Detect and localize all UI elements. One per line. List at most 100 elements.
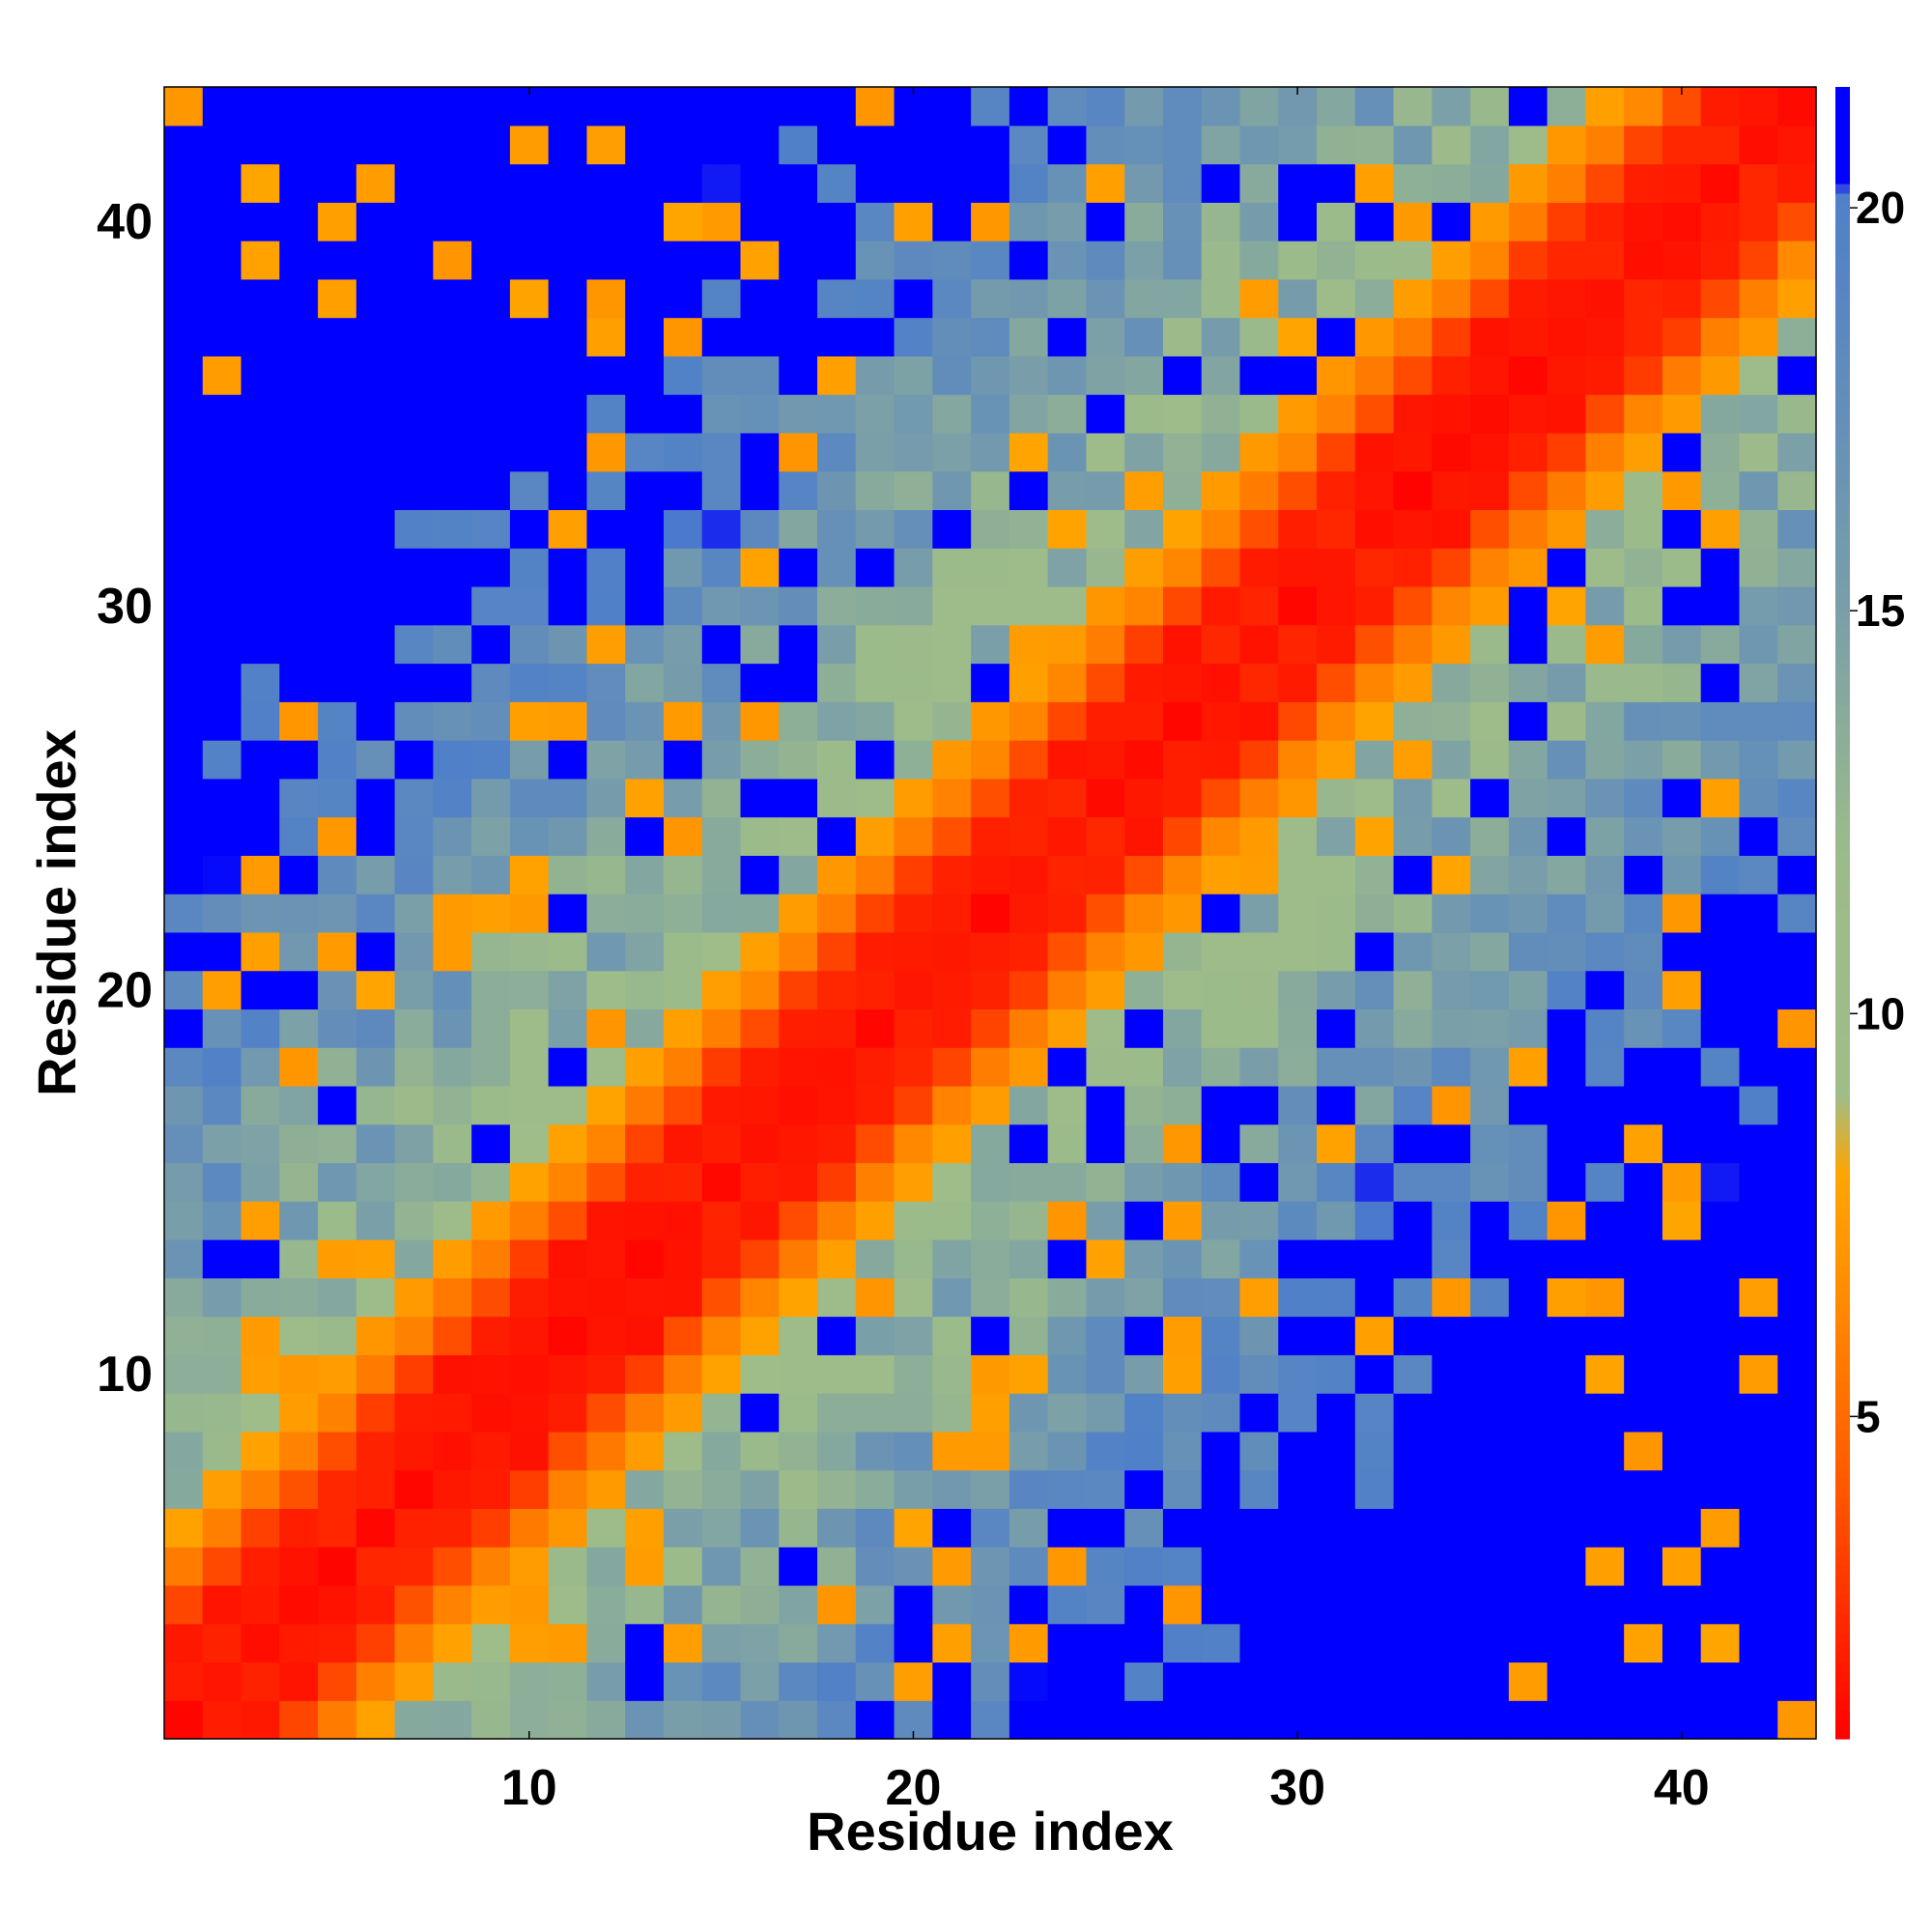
heatmap-cell [1739, 1162, 1778, 1202]
x-tick-label: 30 [1269, 1760, 1325, 1816]
heatmap-cell [586, 87, 626, 127]
heatmap-cell [701, 1354, 742, 1394]
heatmap-cell [548, 740, 588, 780]
heatmap-cell [1047, 317, 1088, 356]
heatmap-cell [1354, 278, 1395, 319]
heatmap-cell [779, 778, 818, 818]
heatmap-cell [894, 1123, 933, 1164]
colorbar-segment [1835, 956, 1850, 967]
heatmap-cell [932, 585, 972, 626]
heatmap-cell [471, 394, 511, 434]
heatmap-cell [1585, 278, 1625, 319]
heatmap-cell [1547, 1584, 1586, 1625]
heatmap-cell [1239, 394, 1279, 434]
colorbar-segment [1835, 135, 1850, 146]
heatmap-cell [932, 1085, 972, 1125]
heatmap-cell [817, 1047, 857, 1087]
colorbar-segment [1835, 1352, 1850, 1363]
heatmap-cell [1047, 816, 1088, 856]
heatmap-cell [1009, 1316, 1049, 1355]
heatmap-cell [1278, 855, 1318, 895]
heatmap-cell [932, 1662, 972, 1701]
heatmap-cell [817, 432, 857, 472]
heatmap-cell [779, 624, 818, 665]
heatmap-cell [1777, 432, 1817, 472]
heatmap-cell [1317, 1354, 1356, 1394]
heatmap-cell [586, 1508, 626, 1548]
heatmap-cell [894, 970, 933, 1010]
heatmap-cell [1201, 278, 1241, 319]
heatmap-cell [202, 970, 242, 1010]
heatmap-cell [740, 1431, 780, 1471]
heatmap-cell [1278, 778, 1318, 818]
heatmap-cell [394, 1239, 434, 1279]
heatmap-cell [1086, 1009, 1125, 1048]
heatmap-cell [1124, 1623, 1164, 1663]
heatmap-cell [1624, 740, 1663, 780]
x-tick-label: 40 [1654, 1760, 1710, 1816]
heatmap-cell [509, 740, 550, 780]
heatmap-cell [1393, 355, 1433, 395]
colorbar-segment [1835, 1604, 1850, 1614]
heatmap-cell [1393, 740, 1433, 780]
heatmap-cell [701, 1009, 742, 1048]
heatmap-cell [1393, 663, 1433, 702]
heatmap-cell [164, 1239, 204, 1279]
heatmap-cell [202, 1162, 242, 1202]
colorbar-segment [1835, 676, 1850, 687]
heatmap-cell [932, 163, 972, 203]
heatmap-cell [1432, 740, 1471, 780]
heatmap-cell [740, 317, 780, 356]
heatmap-cell [701, 125, 742, 165]
heatmap-cell [1739, 1009, 1778, 1048]
heatmap-cell [1162, 894, 1203, 933]
heatmap-cell [932, 1700, 972, 1740]
heatmap-cell [1009, 1009, 1049, 1048]
heatmap-cell [318, 778, 357, 818]
heatmap-cell [1393, 317, 1433, 356]
heatmap-cell [1624, 931, 1663, 972]
heatmap-cell [1624, 1700, 1663, 1740]
colorbar-segment [1835, 97, 1850, 107]
heatmap-cell [1739, 1469, 1778, 1509]
heatmap-cell [1662, 470, 1702, 511]
heatmap-cell [701, 509, 742, 549]
heatmap-cell [1624, 1623, 1663, 1663]
heatmap-cell [394, 317, 434, 356]
heatmap-cell [625, 1123, 665, 1164]
heatmap-cell [1393, 816, 1433, 856]
heatmap-cell [932, 548, 972, 587]
heatmap-cell [1393, 1201, 1433, 1240]
heatmap-cell [1470, 1547, 1510, 1586]
heatmap-cell [971, 778, 1010, 818]
heatmap-cell [1777, 470, 1817, 511]
colorbar-segment [1835, 213, 1850, 223]
heatmap-cell [1547, 701, 1586, 741]
heatmap-cell [1585, 1393, 1625, 1433]
heatmap-cell [1585, 1662, 1625, 1701]
heatmap-cell [1354, 778, 1395, 818]
heatmap-cell [509, 470, 550, 511]
heatmap-cell [1009, 1700, 1049, 1740]
colorbar-segment [1835, 1246, 1850, 1257]
heatmap-cell [1547, 1277, 1586, 1318]
heatmap-cell [355, 1316, 396, 1355]
colorbar-segment [1835, 1430, 1850, 1440]
heatmap-cell [1047, 778, 1088, 818]
heatmap-cell [548, 1201, 588, 1240]
heatmap-cell [1624, 701, 1663, 741]
heatmap-cell [241, 1508, 280, 1548]
heatmap-cell [1047, 241, 1088, 280]
heatmap-cell [279, 87, 319, 127]
heatmap-cell [894, 855, 933, 895]
heatmap-cell [855, 1584, 895, 1625]
heatmap-cell [855, 394, 895, 434]
colorbar-tick-label: 20 [1856, 183, 1905, 233]
heatmap-cell [1432, 778, 1471, 818]
heatmap-cell [509, 1547, 550, 1586]
heatmap-cell [1354, 585, 1395, 626]
heatmap-cell [1239, 241, 1279, 280]
heatmap-cell [1239, 1584, 1279, 1625]
heatmap-cell [971, 1508, 1010, 1548]
heatmap-cell [1278, 1393, 1318, 1433]
